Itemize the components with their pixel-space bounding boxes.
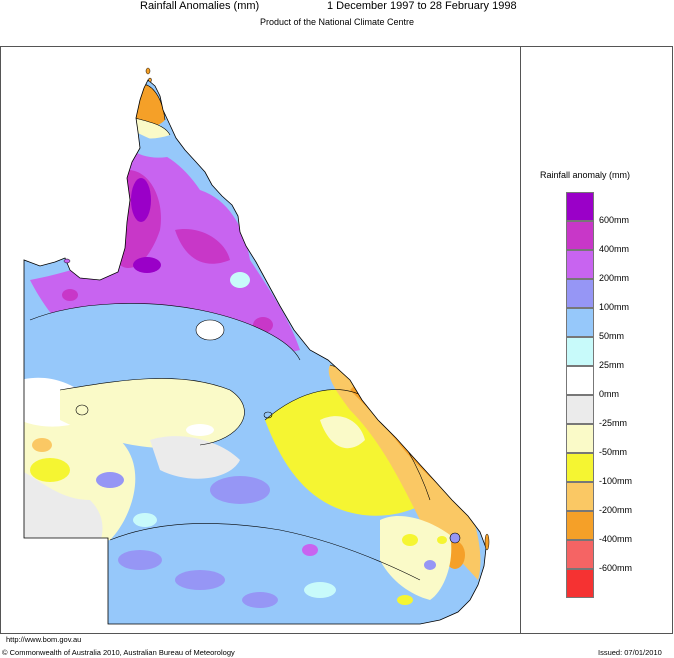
legend-swatch — [566, 221, 594, 250]
legend-label: -50mm — [599, 447, 628, 457]
map-title: Rainfall Anomalies (mm) — [140, 0, 260, 12]
legend-label: 400mm — [599, 244, 630, 254]
legend-swatch — [566, 453, 594, 482]
source-url[interactable]: http://www.bom.gov.au — [6, 635, 82, 644]
torres-island — [145, 67, 151, 75]
map-subtitle: Product of the National Climate Centre — [259, 17, 415, 27]
copyright-text: © Commonwealth of Australia 2010, Austra… — [2, 648, 235, 657]
legend-label: 50mm — [599, 331, 625, 341]
legend-label: 25mm — [599, 360, 625, 370]
legend-label: -200mm — [599, 505, 633, 515]
legend-label: -600mm — [599, 563, 633, 573]
legend-swatch — [566, 250, 594, 279]
issued-date: Issued: 07/01/2010 — [598, 648, 662, 657]
legend-label: -100mm — [599, 476, 633, 486]
gulf-island — [63, 258, 71, 264]
fraser-island — [484, 533, 490, 551]
legend-swatch — [566, 366, 594, 395]
legend-label: 100mm — [599, 302, 630, 312]
legend-swatch — [566, 569, 594, 598]
legend-title: Rainfall anomaly (mm) — [540, 170, 631, 180]
anomaly-regions — [24, 84, 481, 624]
torres-island — [148, 77, 152, 83]
map-frame — [0, 46, 673, 634]
legend-swatch — [566, 540, 594, 569]
legend-label: -25mm — [599, 418, 628, 428]
legend-swatch — [566, 395, 594, 424]
legend-swatch — [566, 192, 594, 221]
legend-swatch — [566, 424, 594, 453]
legend-swatch — [566, 337, 594, 366]
legend-swatch — [566, 308, 594, 337]
legend-label: 600mm — [599, 215, 630, 225]
legend-divider — [520, 46, 521, 634]
map-period: 1 December 1997 to 28 February 1998 — [327, 0, 517, 12]
legend-label: -400mm — [599, 534, 633, 544]
legend-swatch — [566, 482, 594, 511]
legend-swatch — [566, 279, 594, 308]
legend-label: 0mm — [599, 389, 619, 399]
legend-swatch — [566, 511, 594, 540]
legend-label: 200mm — [599, 273, 630, 283]
